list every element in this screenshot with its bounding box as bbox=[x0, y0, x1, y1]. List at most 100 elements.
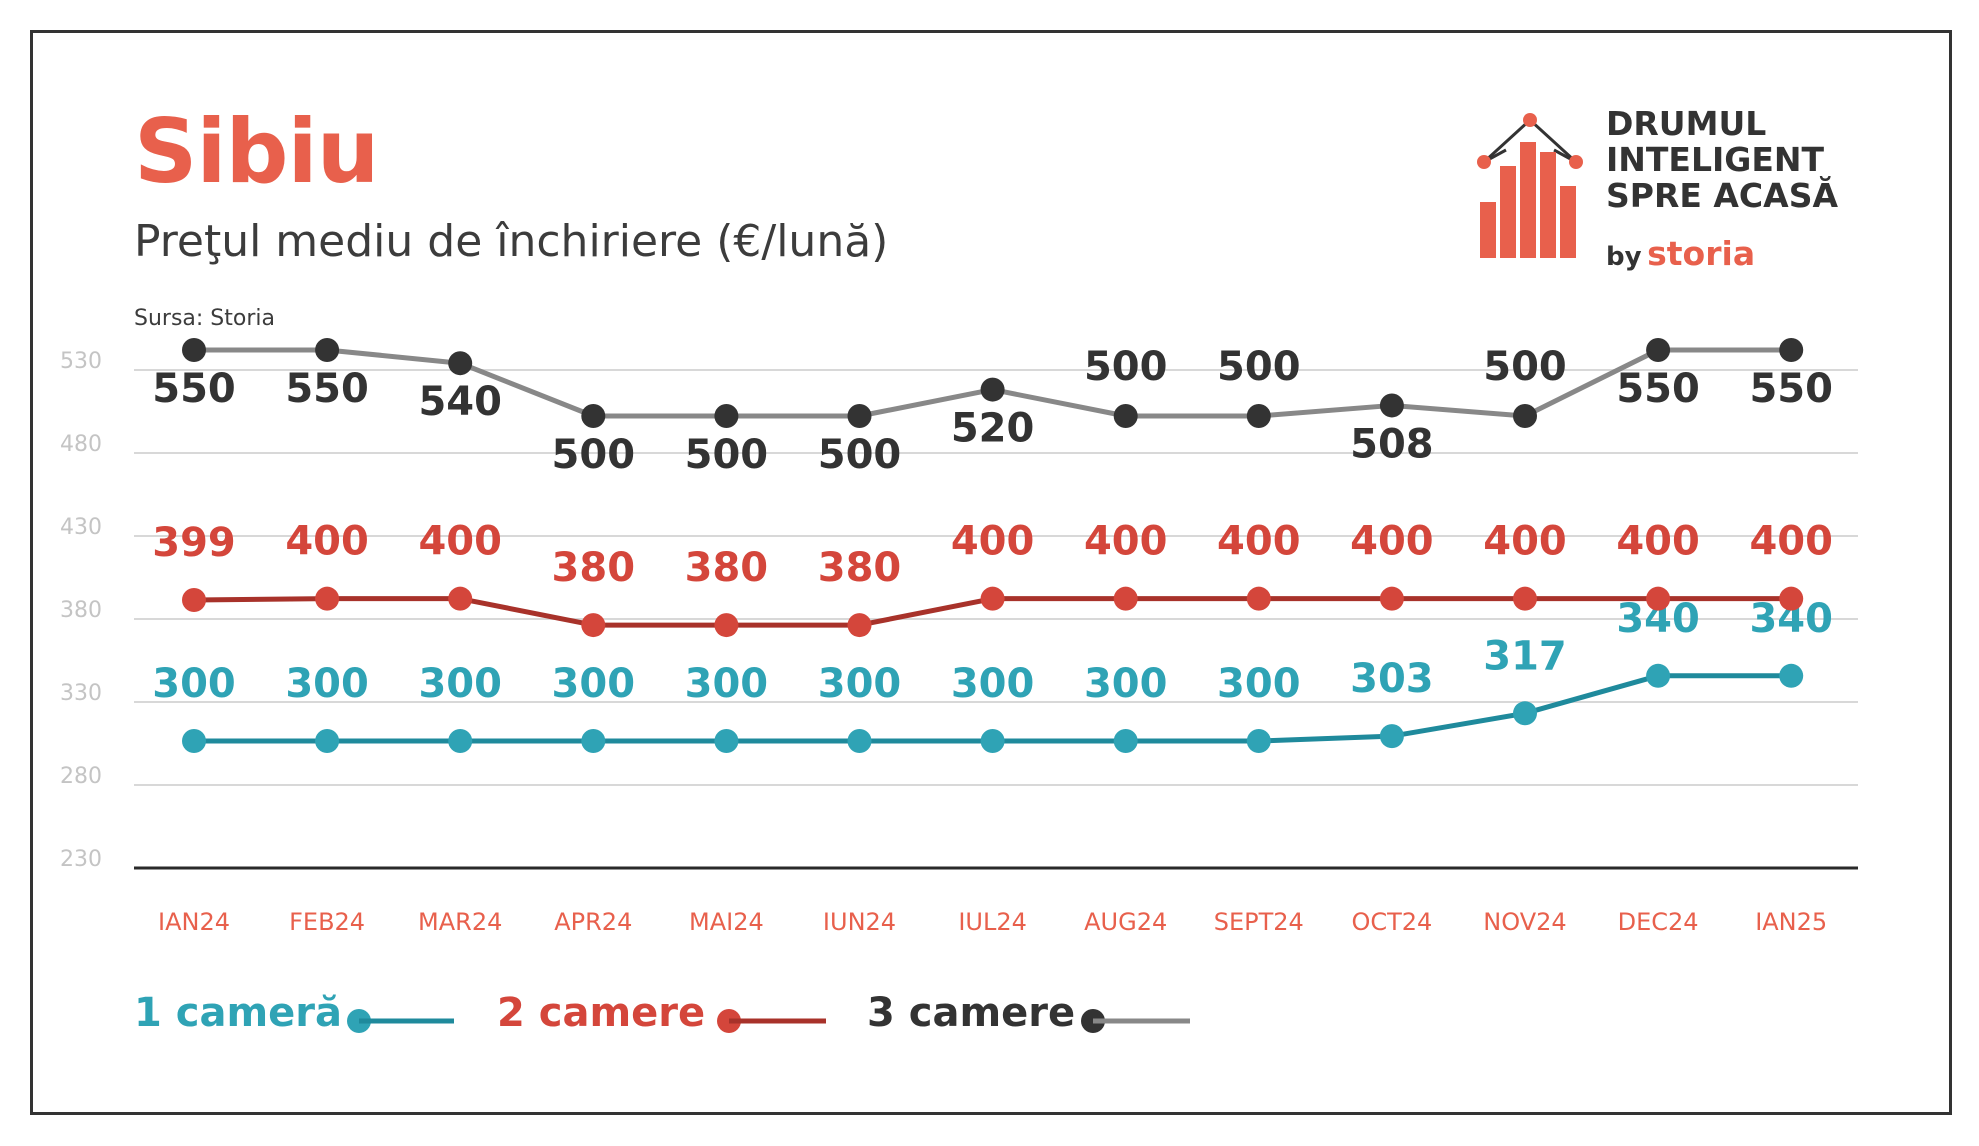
data-label-two_rooms: 400 bbox=[285, 519, 369, 565]
data-label-three_rooms: 550 bbox=[152, 366, 236, 412]
data-label-two_rooms: 400 bbox=[1350, 519, 1434, 565]
data-point-two_rooms bbox=[1246, 586, 1271, 611]
data-point-two_rooms bbox=[581, 613, 606, 638]
data-point-one_room bbox=[1646, 663, 1671, 688]
logo-line-3: SPRE ACASĂ bbox=[1606, 176, 1838, 215]
x-tick-label: IAN25 bbox=[1755, 908, 1827, 936]
x-tick-label: IAN24 bbox=[158, 908, 230, 936]
data-label-three_rooms: 500 bbox=[1217, 344, 1301, 390]
data-point-three_rooms bbox=[1513, 404, 1537, 428]
y-tick-label: 480 bbox=[60, 432, 102, 457]
data-label-two_rooms: 400 bbox=[1616, 519, 1700, 565]
data-point-two_rooms bbox=[315, 586, 340, 611]
data-point-one_room bbox=[1246, 729, 1271, 753]
data-point-two_rooms bbox=[182, 588, 206, 612]
data-label-three_rooms: 500 bbox=[1084, 344, 1168, 390]
data-point-one_room bbox=[581, 729, 606, 753]
data-label-three_rooms: 550 bbox=[1749, 366, 1833, 412]
data-label-three_rooms: 550 bbox=[1616, 366, 1700, 412]
house-chart-logo-icon bbox=[1477, 113, 1583, 258]
data-point-three_rooms bbox=[980, 377, 1005, 402]
logo-line-1: DRUMUL bbox=[1606, 104, 1767, 143]
data-point-three_rooms bbox=[1646, 338, 1671, 362]
data-label-two_rooms: 400 bbox=[1749, 519, 1833, 565]
data-point-one_room bbox=[980, 729, 1005, 753]
data-label-two_rooms: 380 bbox=[685, 545, 769, 591]
data-label-one_room: 317 bbox=[1483, 633, 1567, 679]
data-label-one_room: 300 bbox=[1084, 661, 1168, 707]
data-label-one_room: 300 bbox=[418, 661, 502, 707]
legend-label-2-camere: 2 camere bbox=[497, 990, 706, 1036]
x-tick-label: IUN24 bbox=[823, 908, 896, 936]
data-point-two_rooms bbox=[980, 586, 1005, 611]
x-tick-label: MAR24 bbox=[418, 908, 502, 936]
data-point-one_room bbox=[315, 729, 340, 753]
data-point-one_room bbox=[182, 729, 206, 753]
data-point-two_rooms bbox=[1379, 586, 1404, 611]
data-point-two_rooms bbox=[448, 586, 473, 611]
data-point-three_rooms bbox=[448, 351, 473, 376]
data-point-one_room bbox=[1513, 701, 1537, 726]
data-point-three_rooms bbox=[581, 404, 606, 428]
data-point-two_rooms bbox=[714, 613, 739, 638]
data-label-one_room: 300 bbox=[818, 661, 902, 707]
chart-frame bbox=[30, 30, 1952, 1115]
data-point-three_rooms bbox=[847, 404, 872, 428]
x-tick-label: APR24 bbox=[554, 908, 632, 936]
data-point-one_room bbox=[1113, 729, 1138, 753]
data-label-three_rooms: 500 bbox=[818, 432, 902, 478]
data-label-three_rooms: 540 bbox=[418, 379, 502, 425]
x-tick-label: OCT24 bbox=[1351, 908, 1432, 936]
data-label-two_rooms: 400 bbox=[951, 519, 1035, 565]
data-label-one_room: 300 bbox=[152, 661, 236, 707]
data-point-three_rooms bbox=[182, 338, 206, 362]
data-label-one_room: 303 bbox=[1350, 656, 1434, 702]
data-point-three_rooms bbox=[714, 404, 739, 428]
x-tick-label: AUG24 bbox=[1084, 908, 1167, 936]
data-label-one_room: 300 bbox=[685, 661, 769, 707]
data-label-three_rooms: 500 bbox=[552, 432, 636, 478]
data-label-three_rooms: 500 bbox=[685, 432, 769, 478]
data-label-two_rooms: 400 bbox=[1084, 519, 1168, 565]
data-point-two_rooms bbox=[1779, 586, 1804, 611]
data-label-one_room: 300 bbox=[951, 661, 1035, 707]
data-label-two_rooms: 400 bbox=[1217, 519, 1301, 565]
y-tick-label: 280 bbox=[60, 764, 102, 789]
data-point-one_room bbox=[448, 729, 473, 753]
data-point-two_rooms bbox=[1513, 586, 1537, 611]
data-point-one_room bbox=[847, 729, 872, 753]
data-point-three_rooms bbox=[1379, 393, 1404, 418]
data-point-three_rooms bbox=[1113, 404, 1138, 428]
data-label-two_rooms: 399 bbox=[152, 520, 236, 566]
y-tick-label: 380 bbox=[60, 598, 102, 623]
logo-brand: storia bbox=[1647, 234, 1756, 273]
data-label-three_rooms: 508 bbox=[1350, 421, 1434, 467]
data-label-two_rooms: 380 bbox=[818, 545, 902, 591]
data-point-three_rooms bbox=[1779, 338, 1804, 362]
x-tick-label: NOV24 bbox=[1483, 908, 1566, 936]
legend-markers bbox=[347, 1009, 1190, 1033]
data-point-one_room bbox=[1379, 724, 1404, 749]
data-point-two_rooms bbox=[1113, 586, 1138, 611]
logo-text: DRUMUL INTELIGENT SPRE ACASĂ bbox=[1606, 106, 1838, 214]
data-point-two_rooms bbox=[1646, 586, 1671, 611]
data-point-three_rooms bbox=[1246, 404, 1271, 428]
x-tick-label: SEPT24 bbox=[1214, 908, 1304, 936]
data-point-two_rooms bbox=[847, 613, 872, 638]
data-label-one_room: 300 bbox=[285, 661, 369, 707]
chart-subtitle: Preţul mediu de închiriere (€/lună) bbox=[134, 216, 889, 267]
y-tick-label: 430 bbox=[60, 515, 102, 540]
data-label-two_rooms: 400 bbox=[1483, 519, 1567, 565]
data-label-three_rooms: 520 bbox=[951, 406, 1035, 452]
x-tick-label: DEC24 bbox=[1618, 908, 1699, 936]
data-point-three_rooms bbox=[315, 338, 340, 362]
data-point-one_room bbox=[714, 729, 739, 753]
logo-line-2: INTELIGENT bbox=[1606, 140, 1825, 179]
x-tick-label: MAI24 bbox=[689, 908, 764, 936]
y-tick-label: 530 bbox=[60, 349, 102, 374]
x-tick-label: FEB24 bbox=[289, 908, 365, 936]
legend-label-3-camere: 3 camere bbox=[867, 990, 1076, 1036]
y-tick-label: 330 bbox=[60, 681, 102, 706]
data-label-two_rooms: 380 bbox=[552, 545, 636, 591]
